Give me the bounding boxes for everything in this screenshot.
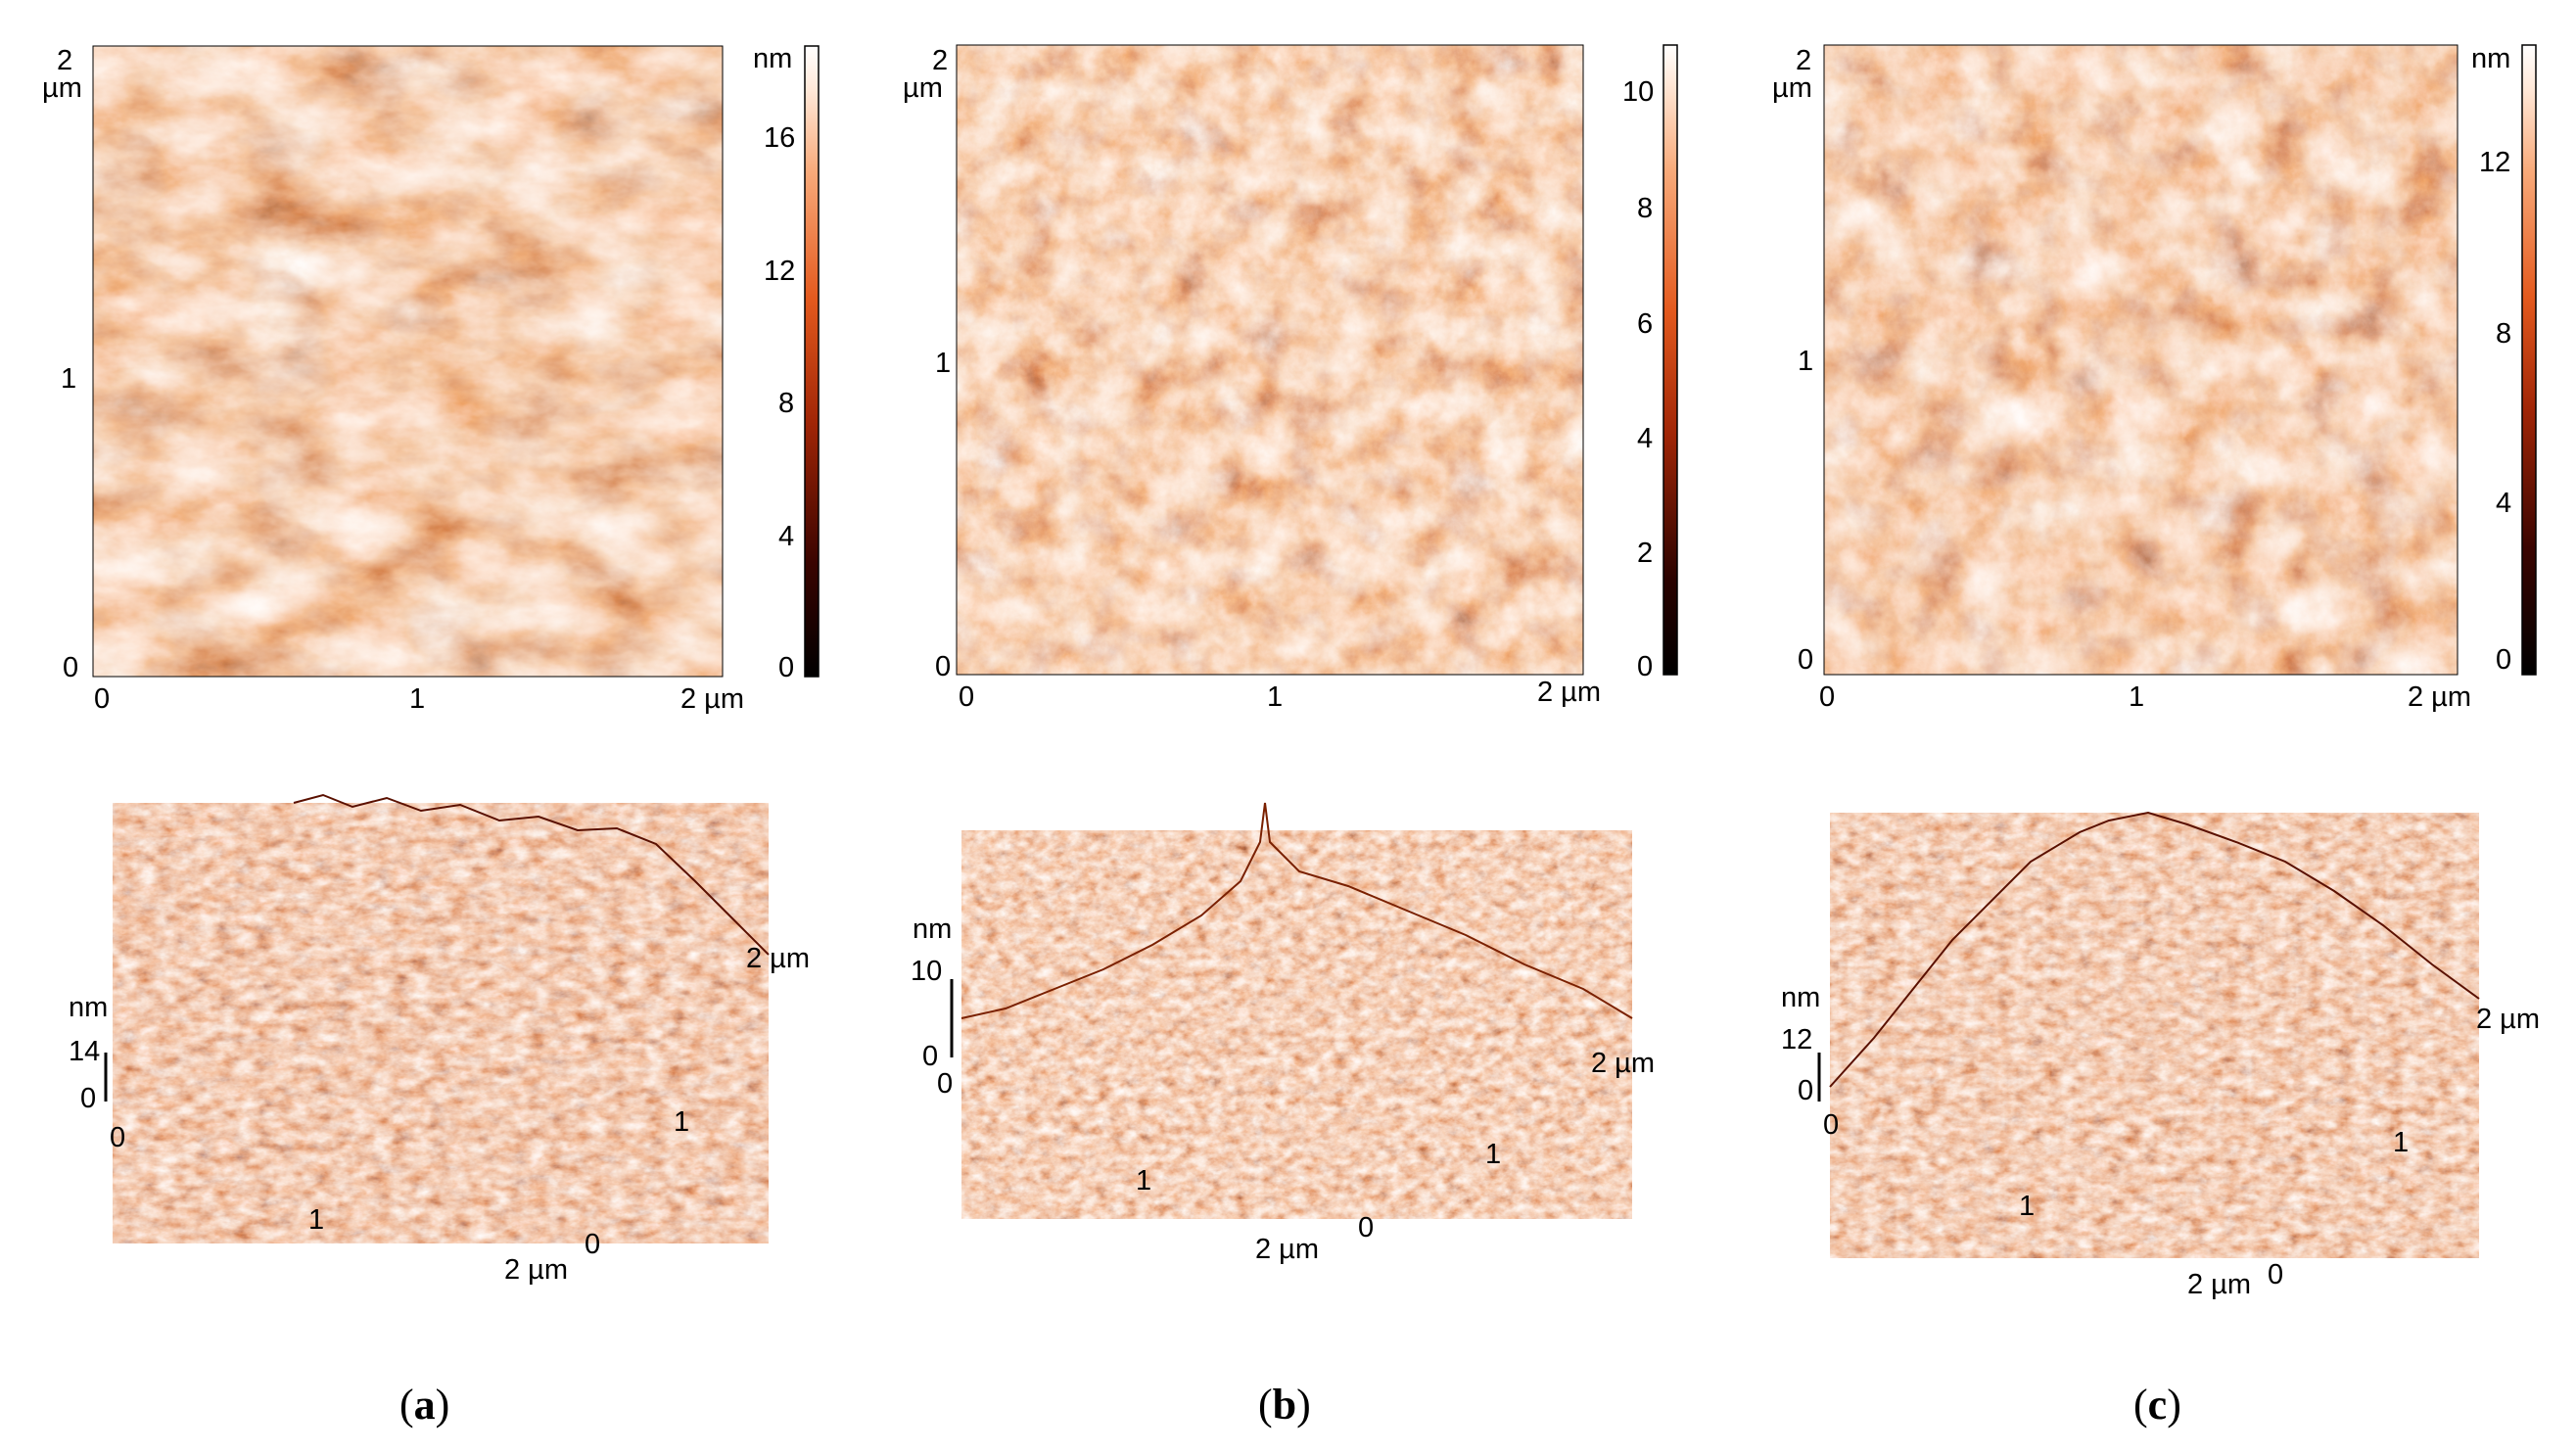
surface-label: 2 µm: [2476, 1004, 2541, 1035]
x-tick-0: 0: [1819, 681, 1836, 713]
colorbar: [2521, 44, 2537, 676]
surface-label: 2 µm: [1255, 1234, 1320, 1265]
surface-label: 1: [308, 1204, 325, 1236]
surface-label: 2 µm: [1591, 1048, 1656, 1079]
height-map-image: [1824, 45, 2458, 675]
colorbar-tick: 8: [778, 388, 795, 419]
y-tick-1: 1: [61, 363, 77, 395]
z-max: 14: [69, 1036, 101, 1067]
y-tick-1: 1: [1798, 346, 1814, 377]
colorbar-tick: 16: [764, 122, 796, 154]
z-unit: nm: [913, 914, 953, 945]
surface-label: 0: [585, 1229, 601, 1260]
height-map-image: [957, 45, 1583, 675]
colorbar: [1663, 44, 1678, 676]
z-min: 0: [80, 1083, 97, 1114]
surface-label: 0: [2268, 1259, 2284, 1290]
y-tick-0: 0: [1798, 644, 1814, 676]
y-tick-0: 0: [63, 652, 79, 683]
colorbar-tick: 0: [2496, 644, 2512, 676]
colorbar-unit: nm: [2471, 43, 2511, 74]
y-tick-2: 2: [57, 45, 73, 76]
z-unit: nm: [69, 992, 109, 1023]
colorbar-tick: 6: [1637, 308, 1654, 340]
z-max: 12: [1781, 1024, 1813, 1055]
afm-surface-3d-c: [1817, 811, 2480, 1258]
panel-b: 2 µm 1 0 0 1 2 µm 10 8 6 4 2 0 nm 10 0 0…: [859, 0, 1717, 1454]
surface-label: 2 µm: [2187, 1269, 2252, 1300]
colorbar-unit: nm: [753, 43, 793, 74]
surface-label: 1: [1136, 1165, 1152, 1196]
y-tick-2: 2: [932, 45, 949, 76]
colorbar-tick: 4: [1637, 423, 1654, 454]
z-min: 0: [922, 1041, 939, 1072]
panel-c: 2 µm 1 0 0 1 2 µm nm 12 8 4 0 nm 12 0 0 …: [1717, 0, 2576, 1454]
panel-caption: (c): [2133, 1381, 2181, 1429]
x-tick-0: 0: [959, 681, 975, 713]
height-map-image: [93, 46, 723, 677]
y-tick-2: 2: [1796, 45, 1812, 76]
y-tick-unit: µm: [1772, 72, 1812, 104]
colorbar-tick: 0: [1637, 651, 1654, 682]
afm-map-2d-c: [1817, 44, 2537, 1258]
colorbar-tick: 10: [1622, 76, 1655, 108]
panel-caption: (a): [399, 1381, 450, 1429]
z-min: 0: [1798, 1075, 1814, 1106]
surface-label: 0: [110, 1122, 126, 1153]
afm-surface-3d-b: [950, 802, 1633, 1219]
colorbar-tick: 8: [1637, 193, 1654, 224]
z-unit: nm: [1781, 982, 1821, 1013]
x-tick-1: 1: [1267, 681, 1284, 713]
z-max: 10: [911, 956, 943, 987]
surface-label: 0: [937, 1068, 954, 1100]
surface-label: 0: [1358, 1212, 1375, 1243]
x-tick-1: 1: [2129, 681, 2145, 713]
surface-label: 1: [2019, 1191, 2036, 1222]
x-tick-0: 0: [94, 683, 111, 715]
y-tick-0: 0: [935, 651, 952, 682]
colorbar-tick: 4: [2496, 488, 2512, 519]
colorbar-tick: 8: [2496, 318, 2512, 350]
y-tick-unit: µm: [42, 72, 82, 104]
x-tick-2: 2 µm: [680, 683, 745, 715]
surface-label: 1: [2393, 1127, 2410, 1158]
surface-label: 0: [1823, 1109, 1840, 1141]
surface-label: 1: [674, 1106, 690, 1138]
panel-a: 2 µm 1 0 0 1 2 µm nm 16 12 8 4 0 nm 14 0…: [0, 0, 859, 1454]
colorbar-tick: 12: [2479, 147, 2511, 178]
colorbar: [804, 45, 820, 678]
surface-label: 1: [1485, 1139, 1502, 1170]
afm-surface-3d-a: [104, 793, 770, 1243]
x-tick-1: 1: [409, 683, 426, 715]
x-tick-2: 2 µm: [2408, 681, 2472, 713]
colorbar-tick: 0: [778, 652, 795, 683]
afm-map-2d-b: [950, 44, 1678, 1219]
x-tick-2: 2 µm: [1537, 677, 1602, 708]
afm-map-2d-a: [92, 45, 820, 1243]
y-tick-unit: µm: [903, 72, 943, 104]
colorbar-tick: 4: [778, 521, 795, 552]
panel-caption: (b): [1258, 1381, 1311, 1429]
surface-label: 2 µm: [504, 1254, 569, 1286]
colorbar-tick: 2: [1637, 538, 1654, 569]
y-tick-1: 1: [935, 348, 952, 379]
surface-label: 2 µm: [746, 943, 811, 974]
colorbar-tick: 12: [764, 256, 796, 287]
